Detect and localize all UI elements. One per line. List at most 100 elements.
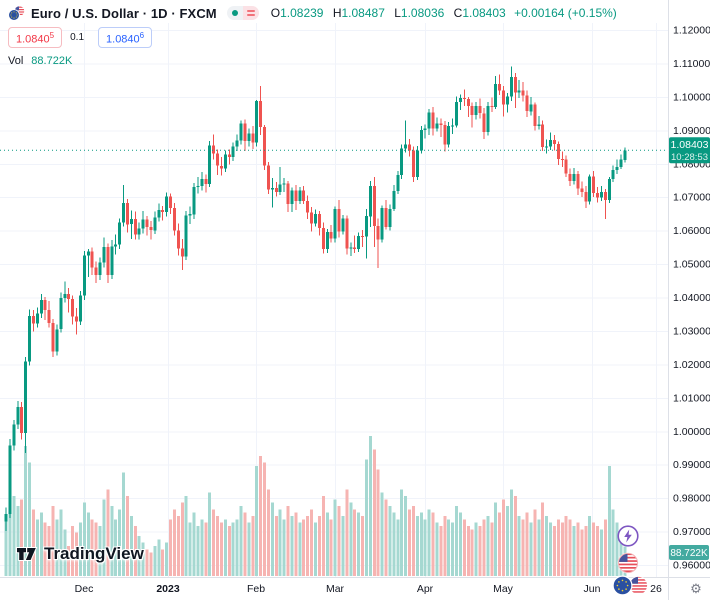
price-badge-value: 1.08403 (671, 139, 709, 151)
volume-bar (615, 522, 619, 576)
candle-body (212, 145, 216, 154)
price-tick-label: 0.96000 (673, 560, 710, 572)
candle-body (165, 196, 169, 213)
volume-bar (220, 522, 223, 576)
candle-body (118, 222, 122, 245)
candle-body (173, 207, 176, 231)
candle-body (137, 228, 141, 235)
lightning-icon[interactable] (617, 525, 639, 552)
candle-body (333, 208, 337, 239)
candle-body (59, 297, 63, 330)
volume-bar (435, 522, 439, 576)
price-tick-label: 1.07000 (673, 192, 710, 204)
candle-body (325, 232, 329, 250)
candle-body (329, 232, 333, 239)
volume-bar (584, 526, 588, 576)
candle-body (243, 123, 247, 141)
candle-body (204, 178, 208, 185)
volume-bar (290, 516, 294, 576)
candle-body (490, 106, 494, 108)
change-value: +0.00164 (+0.15%) (514, 6, 617, 20)
volume-bar (341, 516, 345, 576)
candle-body (451, 125, 455, 127)
candle-body (67, 294, 71, 300)
volume-bar (90, 519, 94, 576)
candle-body (545, 146, 549, 148)
candle-body (227, 154, 231, 157)
market-status-pill[interactable] (226, 6, 259, 20)
candle-body (16, 407, 20, 425)
open-label: O (270, 6, 281, 20)
eurusd-pair-icon[interactable] (612, 575, 650, 600)
volume-bar (482, 519, 486, 576)
candle-body (184, 215, 188, 257)
volume-bar (114, 519, 118, 576)
volume-bar (55, 519, 59, 576)
buy-button[interactable]: 1.08406 (98, 26, 153, 49)
volume-bar (188, 522, 192, 576)
volume-bar (462, 519, 466, 576)
candle-body (35, 313, 39, 324)
tradingview-logo[interactable]: TradingView (15, 544, 144, 564)
volume-bar (314, 522, 317, 576)
candle-body (603, 191, 607, 201)
volume-bar (411, 506, 415, 576)
candle-body (470, 106, 474, 116)
candle-body (459, 98, 462, 102)
volume-bar (423, 519, 427, 576)
candle-body (494, 83, 498, 107)
volume-bar (259, 456, 263, 576)
volume-bar (494, 502, 498, 576)
volume-bar (470, 529, 474, 576)
candle-body (223, 154, 227, 169)
gear-icon[interactable]: ⚙ (690, 581, 702, 596)
us-flag-icon[interactable] (617, 552, 639, 579)
candle-body (71, 299, 75, 317)
candle-body (415, 150, 419, 178)
candle-body (435, 123, 439, 129)
volume-bar (20, 499, 24, 576)
time-tick-label: Feb (247, 583, 265, 595)
volume-bar (306, 516, 310, 576)
volume-bar (415, 516, 419, 576)
candle-body (537, 124, 541, 126)
sell-button[interactable]: 1.08405 (8, 26, 63, 49)
price-axis[interactable]: 1.120001.110001.100001.090001.080001.070… (673, 25, 710, 572)
volume-bar (47, 526, 51, 576)
volume-bar (490, 522, 494, 576)
volume-bar (102, 499, 106, 576)
volume-value: 88.722K (31, 55, 73, 67)
time-tick-label: Apr (417, 583, 434, 595)
volume-label[interactable]: Vol (8, 55, 24, 67)
time-axis[interactable]: Dec 2023 Feb Mar Apr May Jun 26 (75, 583, 662, 595)
price-tick-label: 1.04000 (673, 292, 710, 304)
candle-body (20, 407, 24, 433)
candle-body (447, 126, 451, 145)
volume-bar (329, 519, 333, 576)
candle-body (12, 424, 16, 446)
volume-bar (353, 509, 357, 576)
volume-bar (35, 519, 39, 576)
candle-body (55, 329, 59, 352)
candle-body (549, 140, 553, 147)
candle-body (380, 207, 384, 240)
volume-bar (24, 446, 28, 576)
volume-bar (349, 502, 353, 576)
volume-bar (337, 506, 341, 576)
volume-bar (180, 502, 184, 576)
candle-body (169, 196, 172, 208)
candle-body (255, 101, 259, 143)
candle-body (208, 145, 212, 185)
volume-bar (372, 449, 376, 576)
symbol-title[interactable]: Euro / U.S. Dollar · 1D · FXCM (31, 5, 217, 21)
candle-body (114, 244, 118, 247)
candle-body (145, 219, 149, 227)
candle-body (556, 144, 560, 159)
candle-body (607, 179, 611, 201)
candle-body (364, 216, 368, 237)
symbol-eurusd-icon (8, 5, 26, 21)
volume-bar (231, 522, 235, 576)
